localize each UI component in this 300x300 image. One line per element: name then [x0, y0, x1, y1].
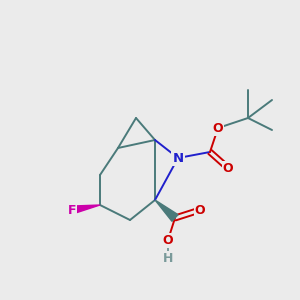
- Text: F: F: [68, 203, 76, 217]
- Text: O: O: [213, 122, 223, 134]
- Text: O: O: [195, 203, 205, 217]
- Text: H: H: [163, 251, 173, 265]
- Text: O: O: [223, 161, 233, 175]
- Text: N: N: [172, 152, 184, 164]
- Text: O: O: [163, 233, 173, 247]
- Polygon shape: [155, 200, 178, 221]
- Polygon shape: [71, 205, 100, 214]
